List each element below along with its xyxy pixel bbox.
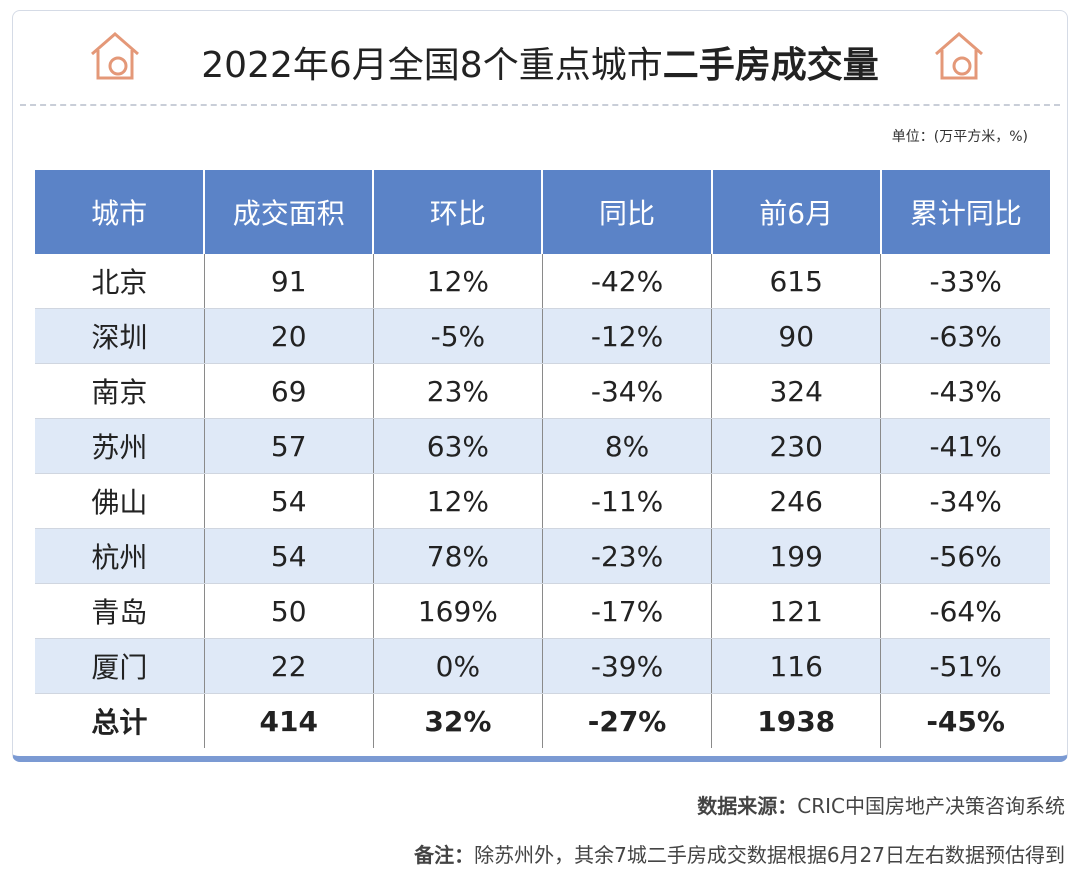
total-cell: -27% xyxy=(541,693,712,748)
cell: 青岛 xyxy=(35,583,205,639)
header-cell: 前6月 xyxy=(710,170,881,254)
total-cell: 414 xyxy=(203,693,374,748)
cell: 杭州 xyxy=(35,528,205,584)
source-text: CRIC中国房地产决策咨询系统 xyxy=(797,794,1065,818)
cell: 63% xyxy=(372,418,543,474)
row: 深圳 20 -5% -12% 90 -63% xyxy=(35,308,1050,364)
cell: -51% xyxy=(880,638,1050,694)
cell: 54 xyxy=(203,528,374,584)
cell: 116 xyxy=(711,638,881,694)
total-cell: 总计 xyxy=(91,706,148,739)
cell: -23% xyxy=(541,528,712,584)
title-plain: 2022年6月全国8个重点城市 xyxy=(201,45,663,86)
note: 备注：除苏州外，其余7城二手房成交数据根据6月27日左右数据预估得到 xyxy=(414,839,1065,868)
cell: 57 xyxy=(203,418,374,474)
cell: 8% xyxy=(541,418,712,474)
cell: 22 xyxy=(203,638,374,694)
cell: 深圳 xyxy=(35,308,205,364)
cell: -11% xyxy=(541,473,712,529)
cell: 50 xyxy=(203,583,374,639)
table: 城市 成交面积 环比 同比 前6月 累计同比 北京 91 12% -42% 615 -33% 深圳 20-… xyxy=(35,170,1050,748)
note-label: 备注： xyxy=(414,843,475,867)
cell: -39% xyxy=(541,638,712,694)
cell: 78% xyxy=(372,528,543,584)
cell: 厦门 xyxy=(35,638,205,694)
unit: 单位：(万平方米，%) xyxy=(891,129,1028,145)
header-cell: 累计同比 xyxy=(879,170,1050,254)
header-cell: 城市 xyxy=(35,170,205,254)
house-icon xyxy=(935,32,983,80)
cell: -12% xyxy=(541,308,712,364)
divider xyxy=(20,104,1060,106)
row: 苏州 57 63% 8% 230 -41% xyxy=(35,418,1050,474)
cell: -63% xyxy=(880,308,1050,364)
cell: 91 xyxy=(203,254,374,309)
header-cell: 同比 xyxy=(541,170,712,254)
cell: 121 xyxy=(711,583,881,639)
title-bold: 二手房成交量 xyxy=(662,45,879,86)
cell: 615 xyxy=(711,254,881,309)
total-cell: -45% xyxy=(880,693,1050,748)
note-text: 除苏州外，其余7城二手房成交数据根据6月27日左右数据预估得到 xyxy=(474,843,1065,867)
row: 北京 91 12% -42% 615 -33% xyxy=(35,254,1050,309)
header-cell: 成交面积 xyxy=(203,170,374,254)
cell: 246 xyxy=(711,473,881,529)
cell: 12% xyxy=(372,473,543,529)
cell: 苏州 xyxy=(35,418,205,474)
row: 佛山 54 12% -11% 246 -34% xyxy=(35,473,1050,529)
header-cell: 环比 xyxy=(372,170,543,254)
cell: 169% xyxy=(372,583,543,639)
row: 杭州 54 78% -23% 199 -56% xyxy=(35,528,1050,584)
cell: 230 xyxy=(711,418,881,474)
cell: -64% xyxy=(880,583,1050,639)
cell: -41% xyxy=(880,418,1050,474)
source-label: 数据来源： xyxy=(697,794,798,818)
row: 青岛 50 169% -17% 121 -64% xyxy=(35,583,1050,639)
cell: 90 xyxy=(711,308,881,364)
cell: 23% xyxy=(372,363,543,419)
header-row: 城市 成交面积 环比 同比 前6月 累计同比 xyxy=(35,170,1050,254)
cell: 佛山 xyxy=(35,473,205,529)
total-row: 总计 414 32% -27% 1938 -45% xyxy=(35,693,1050,748)
cell: 54 xyxy=(203,473,374,529)
total-cell: 1938 xyxy=(711,693,881,748)
cell: 199 xyxy=(711,528,881,584)
cell: 0% xyxy=(372,638,543,694)
row: 厦门 22 0% -39% 116 -51% xyxy=(35,638,1050,694)
source: 数据来源：CRIC中国房地产决策咨询系统 xyxy=(697,790,1065,819)
cell: -34% xyxy=(541,363,712,419)
cell: -42% xyxy=(541,254,712,309)
title: 2022年6月全国8个重点城市二手房成交量 xyxy=(0,36,1080,88)
row: 南京 69 23% -34% 324 -43% xyxy=(35,363,1050,419)
cell: -33% xyxy=(880,254,1050,309)
cell: 12% xyxy=(372,254,543,309)
cell: -56% xyxy=(880,528,1050,584)
cell: -5% xyxy=(372,308,543,364)
cell: -17% xyxy=(541,583,712,639)
cell: 69 xyxy=(203,363,374,419)
cell: 324 xyxy=(711,363,881,419)
cell: -34% xyxy=(880,473,1050,529)
house-icon xyxy=(91,32,139,80)
cell: 20 xyxy=(203,308,374,364)
total-cell: 32% xyxy=(372,693,543,748)
cell: -43% xyxy=(880,363,1050,419)
cell: 南京 xyxy=(35,363,205,419)
cell: 北京 xyxy=(35,254,205,309)
